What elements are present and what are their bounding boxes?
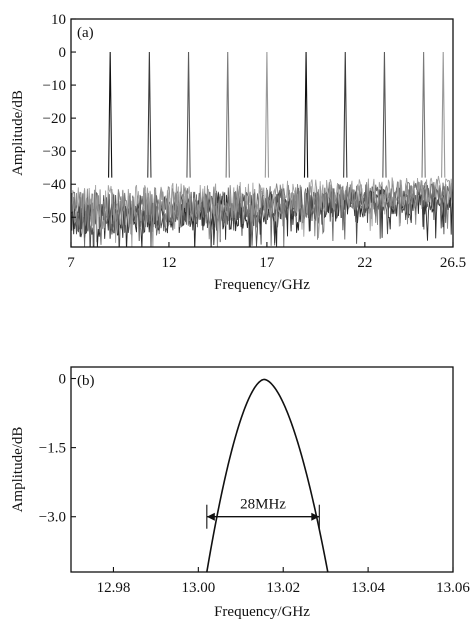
a-x-tick-label: 12 <box>161 255 176 271</box>
a-peak-2 <box>147 52 152 178</box>
b-panel-label: (b) <box>77 373 95 389</box>
b-x-tick-label: 13.06 <box>436 580 470 596</box>
a-y-axis-label: Amplitude/dB <box>10 90 26 176</box>
b-y-tick-label: −3.0 <box>39 510 66 526</box>
a-x-axis-label: Frequency/GHz <box>214 277 310 293</box>
b-x-tick-label: 12.98 <box>97 580 131 596</box>
a-y-tick-label: −40 <box>43 177 66 193</box>
a-peak-5 <box>264 52 270 178</box>
a-peaks <box>108 52 446 178</box>
b-x-tick-label: 13.04 <box>351 580 385 596</box>
a-y-tick-label: −10 <box>43 78 66 94</box>
a-panel-label: (a) <box>77 25 94 41</box>
a-x-tick-label: 22 <box>357 255 372 271</box>
a-peak-1 <box>108 52 113 178</box>
b-x-ticks: 12.98 13.00 13.02 13.04 13.06 <box>97 567 470 596</box>
b-bandwidth-marker <box>206 504 320 529</box>
a-x-tick-label: 7 <box>67 255 75 271</box>
a-y-ticks: 10 0 −10 −20 −30 −40 −50 <box>43 12 76 226</box>
b-bandwidth-label: 28MHz <box>240 497 286 513</box>
a-peak-8 <box>382 52 387 178</box>
a-x-tick-label: 26.5 <box>440 255 466 271</box>
a-peak-6 <box>303 52 309 178</box>
b-y-axis-label: Amplitude/dB <box>10 427 26 513</box>
panel-a: 7 12 17 22 26.5 10 0 −10 −20 −30 −40 −50 (a) Frequ… <box>10 12 466 293</box>
b-plot-frame <box>70 366 454 573</box>
a-traces <box>71 175 453 247</box>
panel-b: 12.98 13.00 13.02 13.04 13.06 0−1.5−3.0 (b) … <box>10 366 470 620</box>
a-y-tick-label: −50 <box>43 210 66 226</box>
b-y-tick-label: 0 <box>59 372 67 388</box>
a-x-tick-label: 17 <box>259 255 275 271</box>
a-y-tick-label: −20 <box>43 111 66 127</box>
b-y-ticks: 0 −1.5 −3.0 <box>39 372 76 526</box>
a-plot-frame <box>70 18 454 248</box>
b-arrow-right <box>311 512 320 521</box>
b-x-axis-label: Frequency/GHz <box>214 604 310 620</box>
a-peak-9 <box>421 52 426 178</box>
a-peak-7 <box>343 52 348 178</box>
a-peak-3 <box>186 52 191 178</box>
b-y-tick-label: −1.5 <box>39 441 66 457</box>
a-y-tick-label: −30 <box>43 144 66 160</box>
a-x-ticks: 7 12 17 22 26.5 <box>67 242 466 271</box>
b-x-tick-label: 13.00 <box>181 580 215 596</box>
a-y-tick-label: 0 <box>59 45 67 61</box>
b-x-tick-label: 13.02 <box>266 580 300 596</box>
a-peak-4 <box>225 52 230 178</box>
b-arrow-left <box>206 512 215 521</box>
a-peak-10 <box>441 52 446 178</box>
a-noise-trace-5 <box>71 175 453 247</box>
a-y-tick-label: 10 <box>51 12 66 28</box>
b-spectrum-curve <box>206 378 329 573</box>
